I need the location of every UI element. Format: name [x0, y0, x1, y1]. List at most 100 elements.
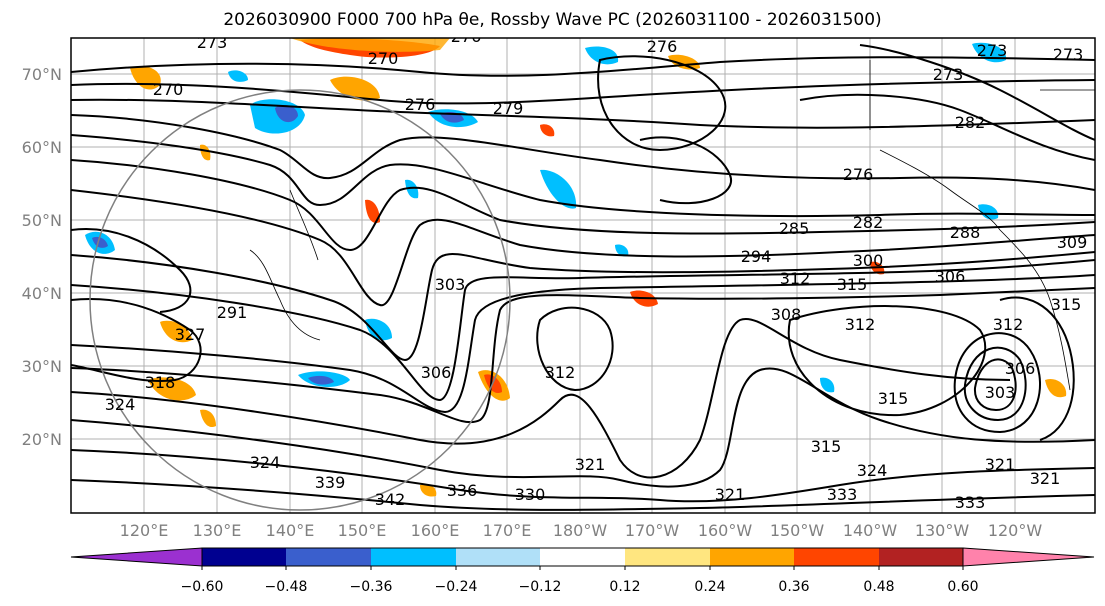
contour-line [999, 296, 1075, 441]
contour-value-label: 306 [421, 363, 452, 382]
contour-value-label: 270 [153, 80, 184, 99]
latitude-label: 30°N [22, 357, 62, 376]
contour-value-label: 276 [405, 95, 436, 114]
shade-patch [668, 54, 700, 70]
longitude-label: 140°E [266, 521, 315, 540]
shade-patch [92, 236, 108, 248]
contour-value-label: 324 [250, 453, 281, 472]
contour-value-label: 309 [1057, 233, 1088, 252]
contour-value-label: 321 [1030, 469, 1061, 488]
latitude-label: 50°N [22, 211, 62, 230]
contour-value-label: 294 [741, 247, 772, 266]
contour-value-label: 318 [145, 373, 176, 392]
contour-line [799, 93, 1095, 161]
longitude-label: 150°W [770, 521, 825, 540]
colorbar-tick-label: 0.12 [609, 579, 640, 595]
coastlines [249, 60, 1095, 391]
longitude-labels: 120°E 130°E 140°E 150°E 160°E 170°E 180°W 170°W… [120, 521, 1043, 540]
contour-value-label: 324 [105, 395, 136, 414]
latitude-label: 60°N [22, 138, 62, 157]
latitude-label: 40°N [22, 284, 62, 303]
contour-value-label: 270 [368, 49, 399, 68]
contour-value-label: 273 [197, 33, 228, 52]
colorbar-swatch [202, 548, 286, 566]
colorbar-swatch [540, 548, 625, 566]
contour-value-label: 291 [217, 303, 248, 322]
contour-value-label: 276 [647, 37, 678, 56]
contour-value-label: 282 [955, 113, 986, 132]
longitude-label: 150°E [338, 521, 387, 540]
colorbar-swatch [456, 548, 540, 566]
contour-line [71, 159, 1095, 252]
contour-value-label: 315 [837, 275, 868, 294]
shade-patch [1045, 378, 1067, 398]
contour-line [71, 317, 1011, 479]
shade-patch [275, 104, 298, 123]
reference-circle [89, 89, 511, 511]
contour-value-label: 312 [993, 315, 1024, 334]
contour-line [787, 305, 987, 417]
contour-line [71, 189, 1095, 307]
contour-line [859, 44, 1095, 141]
shade-patch [290, 38, 450, 52]
contour-value-label: 339 [315, 473, 346, 492]
colorbar-tick-label: −0.12 [519, 579, 562, 595]
contour-line [71, 449, 1095, 503]
contour-value-label: 324 [857, 461, 888, 480]
shade-patch [200, 144, 211, 161]
shade-patch [228, 70, 248, 82]
longitude-label: 160°E [411, 521, 460, 540]
contour-line [71, 134, 1095, 218]
map-frame [70, 37, 1096, 514]
contour-line [973, 358, 1017, 412]
contour-line [71, 56, 1095, 77]
shade-patch [160, 320, 192, 343]
contour-value-label: 279 [493, 99, 524, 118]
colorbar-tick-label: 0.36 [778, 579, 809, 595]
contour-value-label: 312 [780, 269, 811, 288]
colorbar-tick-label: 0.48 [863, 579, 894, 595]
contour-value-label: 300 [853, 251, 884, 270]
contour-labels: 273 276 270 273 273 273 270 276 279 276 282 276 285 2… [105, 27, 1088, 512]
contour-value-label: 285 [779, 219, 810, 238]
shade-patch [420, 484, 437, 497]
longitude-label: 130°E [193, 521, 242, 540]
longitude-label: 170°E [483, 521, 532, 540]
contour-value-label: 276 [451, 27, 482, 46]
colorbar-tick-label: −0.24 [435, 579, 478, 595]
shade-patch [148, 377, 196, 401]
contour-line [953, 332, 1041, 434]
shade-patch [540, 124, 555, 137]
coastline [289, 189, 319, 261]
contour-value-label: 306 [1005, 359, 1036, 378]
longitude-label: 120°E [120, 521, 169, 540]
contour-value-label: 315 [811, 437, 842, 456]
contour-value-label: 327 [175, 325, 206, 344]
contour-value-label: 321 [985, 455, 1016, 474]
contour-value-label: 303 [435, 275, 466, 294]
shade-patch [200, 409, 216, 428]
contour-value-label: 273 [933, 65, 964, 84]
contour-line [71, 251, 1095, 362]
contour-line [71, 479, 1095, 511]
shade-patch [820, 377, 835, 393]
contour-line [71, 274, 1095, 414]
contour-value-label: 321 [575, 455, 606, 474]
longitude-label: 160°W [698, 521, 753, 540]
contour-value-label: 312 [545, 363, 576, 382]
shade-patch [615, 244, 629, 257]
contour-value-label: 303 [985, 383, 1016, 402]
colorbar-swatch [625, 548, 710, 566]
colorbar-swatch [710, 548, 794, 566]
shade-patch [330, 76, 380, 101]
contour-line [71, 79, 1095, 105]
shade-patch [365, 199, 380, 224]
coastline [879, 149, 1001, 231]
colorbar-swatch [794, 548, 879, 566]
colorbar-extend-high [962, 547, 1095, 567]
contour-line [71, 98, 1095, 129]
contour-value-label: 306 [935, 267, 966, 286]
colorbar-tick-label: −0.48 [265, 579, 308, 595]
shade-patch [308, 375, 334, 385]
